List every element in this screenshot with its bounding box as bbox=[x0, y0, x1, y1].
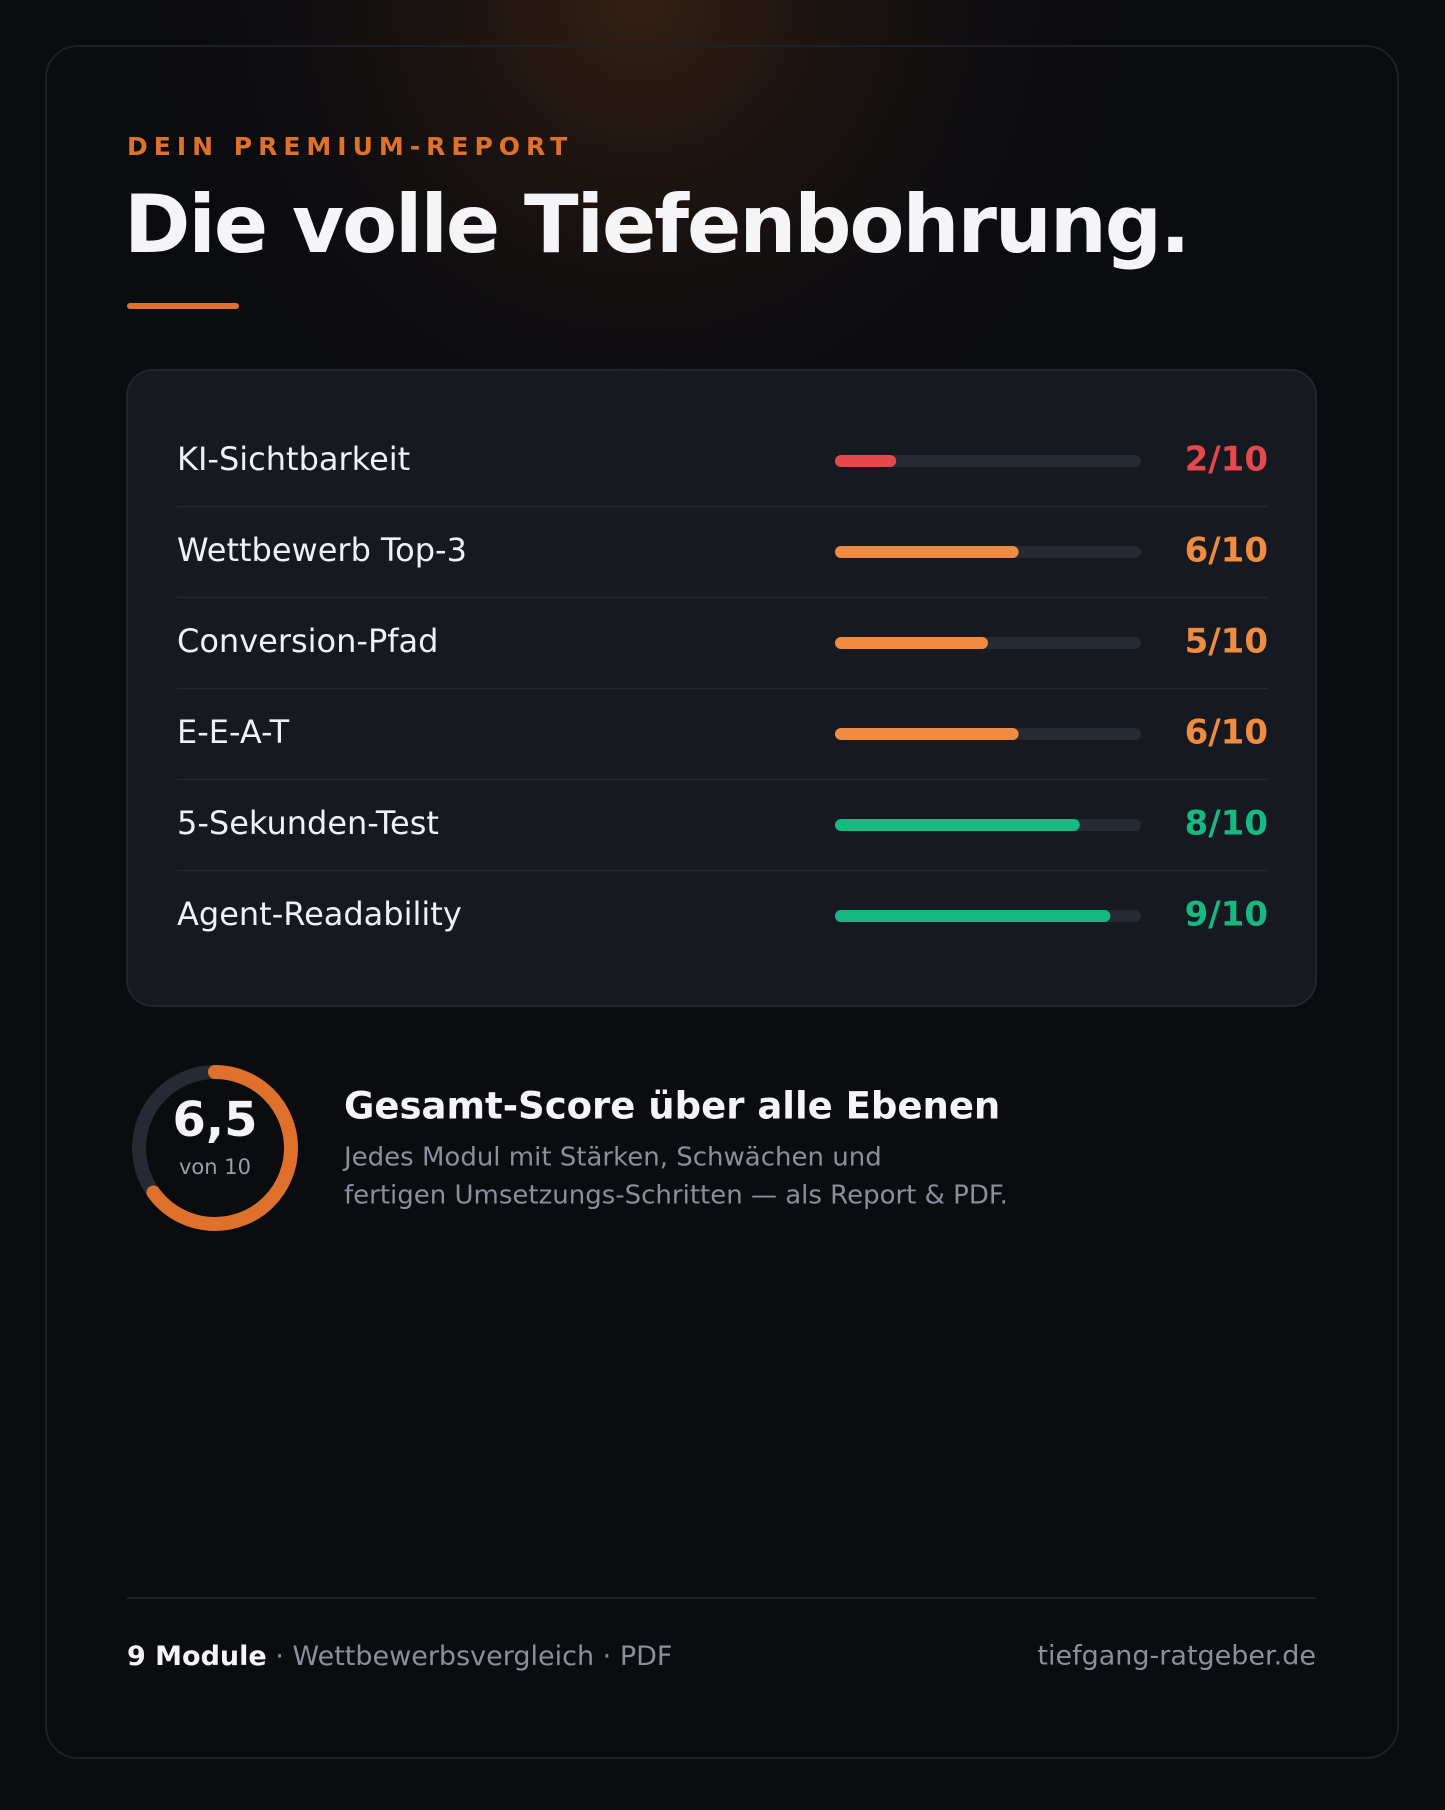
total-heading: Gesamt-Score über alle Ebenen bbox=[344, 1085, 1000, 1128]
title: Die volle Tiefenbohrung. bbox=[124, 178, 1188, 271]
bar bbox=[835, 637, 988, 649]
eyebrow: DEIN PREMIUM-REPORT bbox=[127, 132, 573, 161]
ring-value: 6,5 bbox=[172, 1092, 257, 1148]
footer-site: tiefgang-ratgeber.de bbox=[1037, 1641, 1316, 1672]
row-label: Conversion-Pfad bbox=[177, 622, 438, 660]
row-label: Wettbewerb Top-3 bbox=[177, 531, 467, 569]
row-score: 5/10 bbox=[1185, 622, 1268, 662]
row-label: Agent-Readability bbox=[177, 895, 462, 933]
row-label: 5-Sekunden-Test bbox=[177, 804, 439, 842]
bar bbox=[835, 910, 1111, 922]
row-score: 6/10 bbox=[1185, 531, 1268, 571]
footer-meta: 9 Module · Wettbewerbsvergleich · PDF bbox=[127, 1641, 672, 1672]
row-score: 2/10 bbox=[1185, 440, 1268, 480]
bar bbox=[835, 728, 1019, 740]
footer-rest: · Wettbewerbsvergleich · PDF bbox=[275, 1641, 672, 1672]
ring-progress bbox=[132, 1065, 298, 1231]
row-score: 9/10 bbox=[1185, 895, 1268, 935]
row-score: 6/10 bbox=[1185, 713, 1268, 753]
bar bbox=[835, 546, 1019, 558]
card bbox=[45, 45, 1399, 1759]
bar-track bbox=[835, 455, 1141, 467]
total-description: Jedes Modul mit Stärken, Schwächen und bbox=[342, 1143, 882, 1173]
row-label: E-E-A-T bbox=[177, 713, 290, 751]
total-description: fertigen Umsetzungs-Schritten — als Repo… bbox=[344, 1181, 1008, 1211]
row-label: KI-Sichtbarkeit bbox=[177, 440, 410, 478]
bar bbox=[835, 819, 1080, 831]
row-score: 8/10 bbox=[1185, 804, 1268, 844]
title-underline bbox=[127, 303, 239, 309]
ring-caption: von 10 bbox=[179, 1155, 251, 1179]
footer-highlight: 9 Module bbox=[127, 1641, 267, 1672]
bar bbox=[835, 455, 897, 467]
